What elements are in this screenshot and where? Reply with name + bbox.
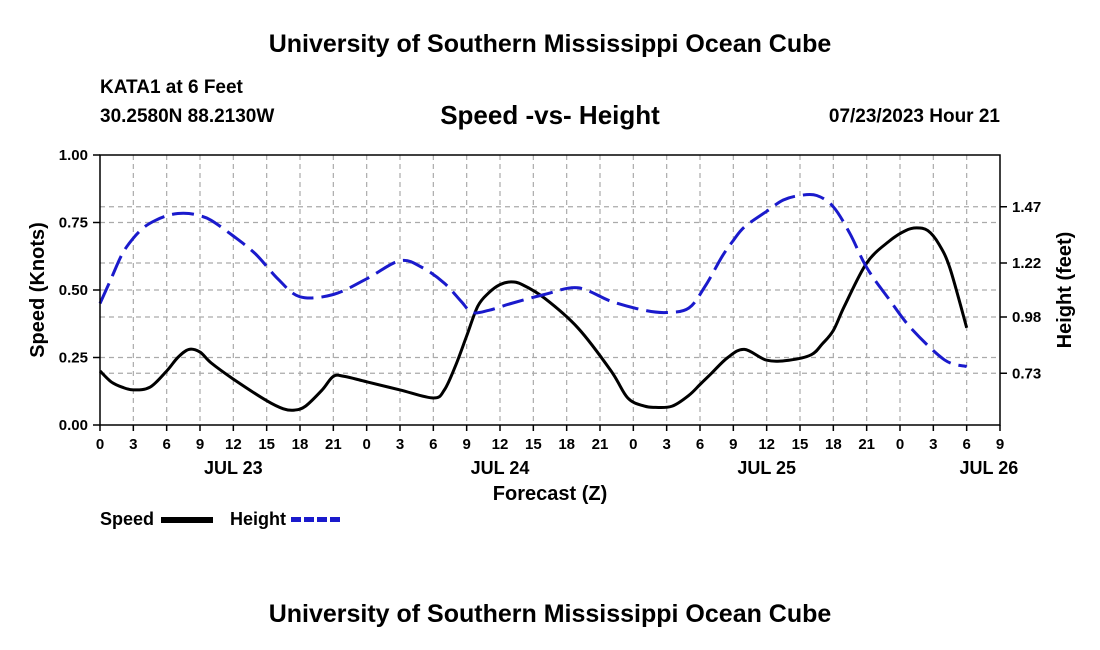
legend-height-label: Height bbox=[230, 509, 286, 529]
series-line-speed bbox=[98, 226, 969, 412]
x-date-label: JUL 26 bbox=[960, 458, 1019, 478]
x-tick-label: 18 bbox=[558, 436, 575, 453]
x-tick-label: 12 bbox=[225, 436, 242, 453]
x-tick-label: 6 bbox=[696, 436, 704, 453]
x-tick-label: 15 bbox=[792, 436, 809, 453]
x-date-label: JUL 24 bbox=[471, 458, 530, 478]
x-tick-label: 18 bbox=[825, 436, 842, 453]
legend-speed-swatch bbox=[161, 517, 213, 523]
page-title: University of Southern Mississippi Ocean… bbox=[268, 30, 832, 58]
series-line-height bbox=[98, 192, 968, 368]
footer-title: University of Southern Mississippi Ocean… bbox=[268, 600, 832, 628]
x-tick-label: 3 bbox=[662, 436, 670, 453]
x-tick-label: 6 bbox=[162, 436, 170, 453]
y-axis-left-label: Speed (Knots) bbox=[27, 222, 49, 358]
x-tick-label: 21 bbox=[325, 436, 342, 453]
x-tick-label: 15 bbox=[525, 436, 542, 453]
legend-height-swatch bbox=[291, 517, 343, 522]
y-right-tick-label: 1.22 bbox=[1012, 255, 1041, 272]
x-tick-label: 6 bbox=[962, 436, 970, 453]
chart-ticks: 0 3 6 9 12 15 18 21 0 3 6 9 12 15 18 21 0 3 6 9 12 15 18 21 0 3 6 9… bbox=[59, 147, 1041, 478]
station-label: KATA1 at 6 Feet bbox=[100, 77, 243, 98]
chart-subtitle: Speed -vs- Height bbox=[440, 100, 660, 130]
forecast-datetime: 07/23/2023 Hour 21 bbox=[828, 106, 1000, 127]
x-tick-label: 9 bbox=[462, 436, 470, 453]
chart-grid bbox=[100, 155, 1000, 425]
x-tick-label: 6 bbox=[429, 436, 437, 453]
legend-speed-label: Speed bbox=[100, 509, 155, 529]
x-tick-label: 0 bbox=[629, 436, 637, 453]
x-tick-label: 12 bbox=[758, 436, 775, 453]
x-tick-label: 15 bbox=[258, 436, 275, 453]
station-coordinates: 30.2580N 88.2130W bbox=[100, 106, 275, 127]
chart-series bbox=[98, 192, 969, 412]
x-tick-label: 12 bbox=[492, 436, 509, 453]
y-left-tick-label: 0.00 bbox=[59, 417, 88, 434]
x-tick-label: 9 bbox=[196, 436, 204, 453]
x-tick-label: 21 bbox=[858, 436, 875, 453]
x-tick-label: 3 bbox=[396, 436, 404, 453]
y-right-tick-label: 0.73 bbox=[1012, 365, 1041, 382]
x-date-label: JUL 25 bbox=[737, 458, 796, 478]
x-date-label: JUL 23 bbox=[204, 458, 263, 478]
y-left-tick-label: 1.00 bbox=[59, 147, 88, 164]
x-tick-label: 0 bbox=[362, 436, 370, 453]
x-tick-label: 0 bbox=[96, 436, 104, 453]
x-tick-label: 21 bbox=[592, 436, 609, 453]
x-tick-label: 18 bbox=[292, 436, 309, 453]
y-left-tick-label: 0.25 bbox=[59, 350, 88, 367]
y-right-tick-label: 0.98 bbox=[1012, 309, 1041, 326]
x-tick-label: 9 bbox=[729, 436, 737, 453]
x-tick-label: 9 bbox=[996, 436, 1004, 453]
x-tick-label: 0 bbox=[896, 436, 904, 453]
y-left-tick-label: 0.75 bbox=[59, 215, 88, 232]
x-tick-label: 3 bbox=[929, 436, 937, 453]
x-tick-label: 3 bbox=[129, 436, 137, 453]
y-axis-right-label: Height (feet) bbox=[1054, 232, 1076, 349]
x-axis-label: Forecast (Z) bbox=[493, 483, 607, 505]
y-right-tick-label: 1.47 bbox=[1012, 199, 1041, 216]
speed-height-chart: 0 3 6 9 12 15 18 21 0 3 6 9 12 15 18 21 0 3 6 9 12 15 18 21 0 3 6 9… bbox=[27, 147, 1076, 505]
y-left-tick-label: 0.50 bbox=[59, 282, 88, 299]
